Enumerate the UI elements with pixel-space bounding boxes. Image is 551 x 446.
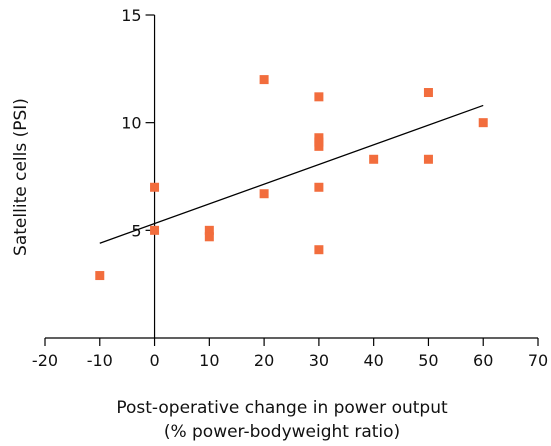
data-point — [478, 118, 488, 128]
x-tick-label: 70 — [528, 351, 548, 370]
x-tick-label: 20 — [254, 351, 274, 370]
data-point — [423, 88, 433, 98]
data-point — [150, 225, 160, 235]
x-tick-label: -10 — [87, 351, 113, 370]
x-tick-label: -20 — [32, 351, 58, 370]
x-tick-label: 60 — [473, 351, 493, 370]
x-tick-label: 10 — [199, 351, 219, 370]
data-point — [259, 75, 269, 85]
data-point — [423, 154, 433, 164]
data-point — [314, 92, 324, 102]
data-points — [95, 75, 488, 281]
x-axis-title-line1: Post-operative change in power output — [116, 398, 448, 418]
data-point — [314, 245, 324, 255]
y-axis-title: Satellite cells (PSI) — [11, 98, 31, 256]
data-point — [259, 189, 269, 199]
x-tick-label: 40 — [363, 351, 383, 370]
data-point — [95, 271, 105, 281]
y-tick-label: 10 — [121, 114, 141, 133]
x-tick-label: 0 — [149, 351, 159, 370]
data-point — [369, 154, 379, 164]
data-point — [204, 232, 214, 242]
data-point — [314, 141, 324, 151]
y-tick-label: 5 — [131, 221, 141, 240]
data-point — [204, 225, 214, 235]
y-tick-label: 15 — [121, 6, 141, 25]
trendline — [99, 104, 484, 244]
x-tick-label: 50 — [418, 351, 438, 370]
x-tick-label: 30 — [309, 351, 329, 370]
data-point — [150, 182, 160, 192]
data-point — [314, 182, 324, 192]
y-ticks: 5 10 15 — [121, 6, 155, 240]
x-ticks: -20 -10 0 10 20 30 40 50 60 70 — [32, 338, 548, 370]
x-axis-title-line2: (% power-bodyweight ratio) — [164, 422, 400, 442]
